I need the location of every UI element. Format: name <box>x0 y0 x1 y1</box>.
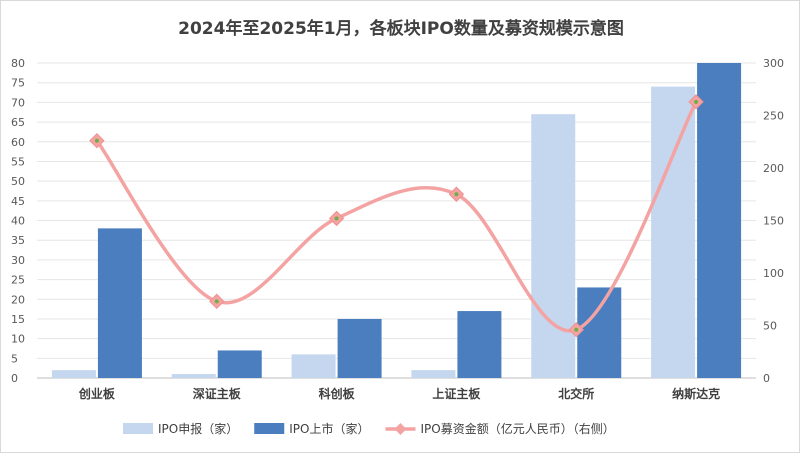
left-axis: 0 5 10 15 20 25 30 35 40 45 50 55 60 65 70 75 80 <box>11 57 25 385</box>
fundraising-line <box>95 101 698 333</box>
left-tick-label: 40 <box>11 215 25 228</box>
line-marker-dot-3 <box>454 192 459 197</box>
bar-listed-0 <box>97 228 142 378</box>
left-tick-label: 30 <box>11 254 25 267</box>
legend-label: IPO上市（家） <box>289 421 369 436</box>
bar-declared-0 <box>51 370 96 378</box>
bar-declared-5 <box>651 86 696 378</box>
legend-swatch-marker <box>394 423 407 435</box>
legend-item-0: IPO申报（家） <box>123 421 238 436</box>
line-marker-dot-0 <box>94 138 99 143</box>
left-tick-label: 15 <box>11 313 25 326</box>
line-marker-dot-5 <box>694 99 699 104</box>
bar-listed-2 <box>337 318 382 378</box>
bar-declared-4 <box>531 114 576 378</box>
category-label: 纳斯达克 <box>672 386 720 401</box>
gridlines <box>37 62 756 379</box>
bar-listed-1 <box>217 350 262 378</box>
right-tick-label: 0 <box>763 372 770 385</box>
bar-listed-5 <box>697 63 742 378</box>
legend-label: IPO募资金额（亿元人民币）（右侧） <box>420 421 614 436</box>
left-tick-label: 55 <box>11 155 25 168</box>
right-tick-label: 200 <box>763 162 784 175</box>
right-axis: 0 50 100 150 200 250 300 <box>763 57 784 385</box>
left-tick-label: 25 <box>11 274 25 287</box>
left-tick-label: 5 <box>11 352 18 365</box>
left-tick-label: 80 <box>11 57 25 70</box>
legend-swatch <box>254 423 285 434</box>
bar-listed-3 <box>457 311 502 378</box>
left-tick-label: 70 <box>11 96 25 109</box>
bar-declared-2 <box>291 354 336 378</box>
left-tick-label: 35 <box>11 234 25 247</box>
bar-series <box>51 63 742 378</box>
right-tick-label: 250 <box>763 110 784 123</box>
category-label: 上证主板 <box>432 386 481 401</box>
left-tick-label: 10 <box>11 333 25 346</box>
left-tick-label: 75 <box>11 77 25 90</box>
bar-declared-3 <box>411 370 456 378</box>
category-label: 深证主板 <box>193 386 242 401</box>
category-label: 科创板 <box>319 386 356 401</box>
legend-item-2: IPO募资金额（亿元人民币）（右侧） <box>385 421 615 436</box>
line-marker-dot-1 <box>214 299 219 304</box>
right-tick-label: 100 <box>763 267 784 280</box>
line-marker-dot-4 <box>574 327 579 332</box>
line-series <box>89 94 704 338</box>
left-tick-label: 60 <box>11 136 25 149</box>
category-label: 北交所 <box>558 386 594 401</box>
left-tick-label: 50 <box>11 175 25 188</box>
left-tick-label: 0 <box>11 372 18 385</box>
left-tick-label: 20 <box>11 293 25 306</box>
line-marker-dot-2 <box>334 216 339 221</box>
legend-label: IPO申报（家） <box>158 421 238 436</box>
legend-swatch <box>123 423 153 434</box>
right-tick-label: 300 <box>763 57 784 70</box>
legend-item-1: IPO上市（家） <box>254 421 369 436</box>
right-tick-label: 150 <box>763 215 784 228</box>
bar-listed-4 <box>577 287 622 378</box>
left-tick-label: 65 <box>11 116 25 129</box>
legend: IPO申报（家） IPO上市（家） IPO募资金额（亿元人民币）（右侧） <box>123 421 615 436</box>
category-labels: 创业板 深证主板 科创板 上证主板 北交所 纳斯达克 <box>78 386 720 401</box>
bar-declared-1 <box>171 374 216 378</box>
left-tick-label: 45 <box>11 195 25 208</box>
category-label: 创业板 <box>78 386 116 401</box>
right-tick-label: 50 <box>763 320 777 333</box>
chart-title: 2024年至2025年1月，各板块IPO数量及募资规模示意图 <box>178 18 624 39</box>
